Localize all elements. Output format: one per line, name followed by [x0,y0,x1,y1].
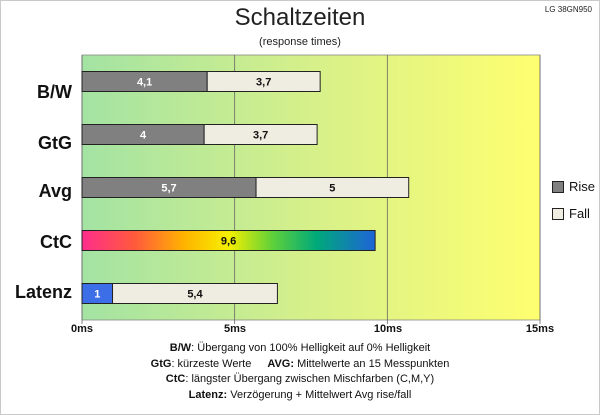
bar-value-label: 4,1 [137,77,152,89]
chart-title: Schaltzeiten [234,4,366,31]
note-gtg-key: GtG [150,357,172,370]
note-latenz-text: Verzögerung + Mittelwert Avg rise/fall [227,388,412,401]
legend-label-fall: Fall [569,206,590,221]
category-label-ctc: CtC [40,232,72,252]
bar-ctc [81,230,376,251]
bar-fall [203,124,318,145]
legend-swatch-fall [552,207,564,220]
note-bw-text: : Übergang von 100% Helligkeit auf 0% He… [191,342,431,354]
note-ctc-text: : längster Übergang zwischen Mischfarben… [185,373,435,385]
x-tick-label: 10ms [373,323,403,335]
note-latenz-key: Latenz: [188,388,228,401]
note-avg-key: AVG: [267,357,295,370]
bar-value-label: 5 [329,183,335,195]
x-tick-label: 15ms [525,323,555,335]
monitor-model-label: LG 38GN950 [544,5,592,14]
legend-swatch-rise [552,180,564,193]
note-bw-key: B/W [169,342,192,354]
x-tick-label: 0ms [70,323,94,335]
chart-subtitle: (response times) [259,36,341,48]
x-tick-label: 5ms [223,323,247,335]
legend-item-rise: Rise [552,179,595,194]
bar-fall [206,71,321,92]
chart-notes: B/W: Übergang von 100% Helligkeit auf 0%… [0,341,600,403]
category-label-gtg: GtG [38,133,72,153]
bar-value-label: 3,7 [253,130,268,142]
note-ctc: CtC: längster Übergang zwischen Mischfar… [0,372,600,388]
bar-value-label: 5,4 [187,289,203,301]
bar-value-label: 1 [94,289,100,301]
category-label-latenz: Latenz [14,282,72,302]
note-gtg-text: : kürzeste Werte [171,357,252,370]
bar-value-label: 3,7 [256,77,271,89]
note-bw: B/W: Übergang von 100% Helligkeit auf 0%… [0,341,600,357]
bar-value-label: 5,7 [161,183,176,195]
note-avg-text: Mittelwerte an 15 Messpunkten [294,357,450,370]
category-label-avg: Avg [38,181,72,201]
note-latenz: Latenz: Verzögerung + Mittelwert Avg ris… [0,388,600,404]
bar-value-label: 9,6 [221,236,236,248]
note-gtg-avg: GtG: kürzeste Werte AVG: Mittelwerte an 1… [0,357,600,373]
category-label-bw: B/W [37,82,72,102]
legend-label-rise: Rise [569,179,596,194]
legend-item-fall: Fall [552,206,590,221]
note-ctc-key: CtC [165,373,186,385]
bar-fall [255,177,410,198]
bar-value-label: 4 [140,130,147,142]
bar-fall [112,283,278,304]
